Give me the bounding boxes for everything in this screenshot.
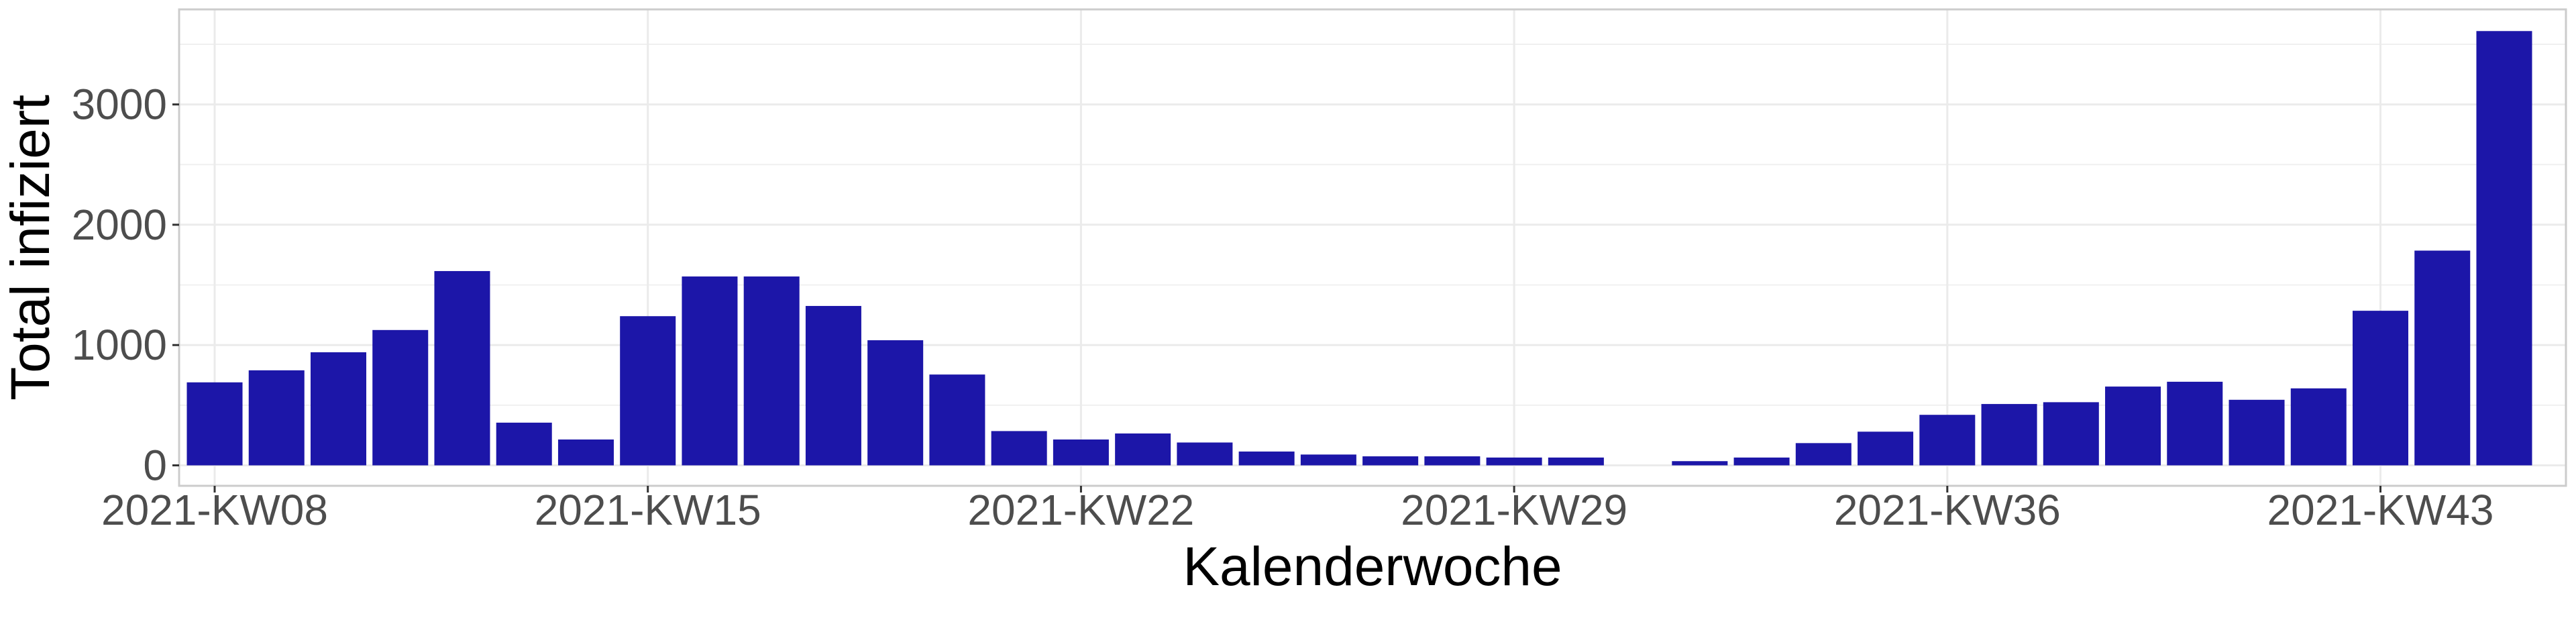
bar [1362, 456, 1419, 466]
bar [1486, 457, 1542, 466]
bar [1300, 454, 1356, 466]
bar [2476, 31, 2532, 466]
panel-border [178, 8, 2567, 487]
bar [248, 370, 305, 466]
bar [1733, 457, 1790, 466]
bar [2043, 402, 2099, 466]
bar [1424, 456, 1481, 466]
bar [991, 431, 1047, 466]
bar [743, 276, 800, 466]
bar [1177, 442, 1233, 466]
bar [1858, 431, 1914, 466]
x-tick-label: 2021-KW15 [535, 486, 761, 534]
bar [867, 340, 924, 466]
y-tick-label: 0 [143, 442, 167, 490]
bar [1548, 457, 1604, 466]
bar [310, 352, 366, 466]
bar [2414, 250, 2471, 466]
y-tick-label: 1000 [72, 321, 167, 369]
x-tick-label: 2021-KW22 [967, 486, 1194, 534]
bar [1672, 461, 1728, 466]
bar [2105, 387, 2161, 466]
x-tick-label: 2021-KW43 [2267, 486, 2494, 534]
bar [805, 305, 861, 466]
bar [1981, 404, 2037, 466]
bar [2229, 399, 2285, 466]
bar [1919, 415, 1976, 466]
bar [2290, 388, 2347, 466]
bar [557, 439, 614, 466]
x-axis-title: Kalenderwoche [1183, 536, 1562, 597]
bar [620, 316, 676, 466]
bar [682, 276, 738, 466]
y-tick-label: 2000 [72, 201, 167, 249]
bar [1238, 451, 1295, 466]
x-tick-label: 2021-KW36 [1834, 486, 2061, 534]
y-axis-title: Total infiziert [0, 95, 61, 401]
bar [372, 329, 429, 466]
bar [1053, 439, 1109, 466]
x-axis: 2021-KW08 2021-KW15 2021-KW22 2021-KW29 2021… [101, 486, 2493, 534]
bar [434, 270, 490, 466]
x-tick-label: 2021-KW08 [101, 486, 328, 534]
bar [496, 422, 552, 466]
y-tick-label: 3000 [72, 81, 167, 129]
y-axis: 0 1000 2000 3000 [72, 81, 179, 490]
bar [929, 374, 985, 466]
bar [2353, 311, 2409, 466]
bars [186, 31, 2532, 466]
bar [2167, 381, 2223, 466]
bar [186, 382, 243, 466]
x-tick-label: 2021-KW29 [1401, 486, 1627, 534]
bar [1795, 443, 1851, 466]
bar [1115, 433, 1171, 466]
